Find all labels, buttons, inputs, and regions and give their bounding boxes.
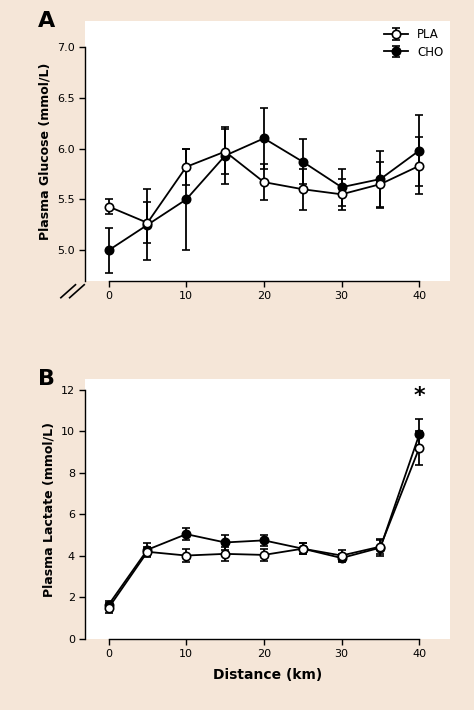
X-axis label: Distance (km): Distance (km) <box>213 667 322 682</box>
Y-axis label: Plasma Lactate (mmol/L): Plasma Lactate (mmol/L) <box>42 422 55 596</box>
Legend: PLA, CHO: PLA, CHO <box>379 23 448 64</box>
Y-axis label: Plasma Glucose (mmol/L): Plasma Glucose (mmol/L) <box>38 62 52 240</box>
Text: A: A <box>38 11 55 31</box>
Text: *: * <box>413 386 425 406</box>
Text: B: B <box>38 369 55 389</box>
